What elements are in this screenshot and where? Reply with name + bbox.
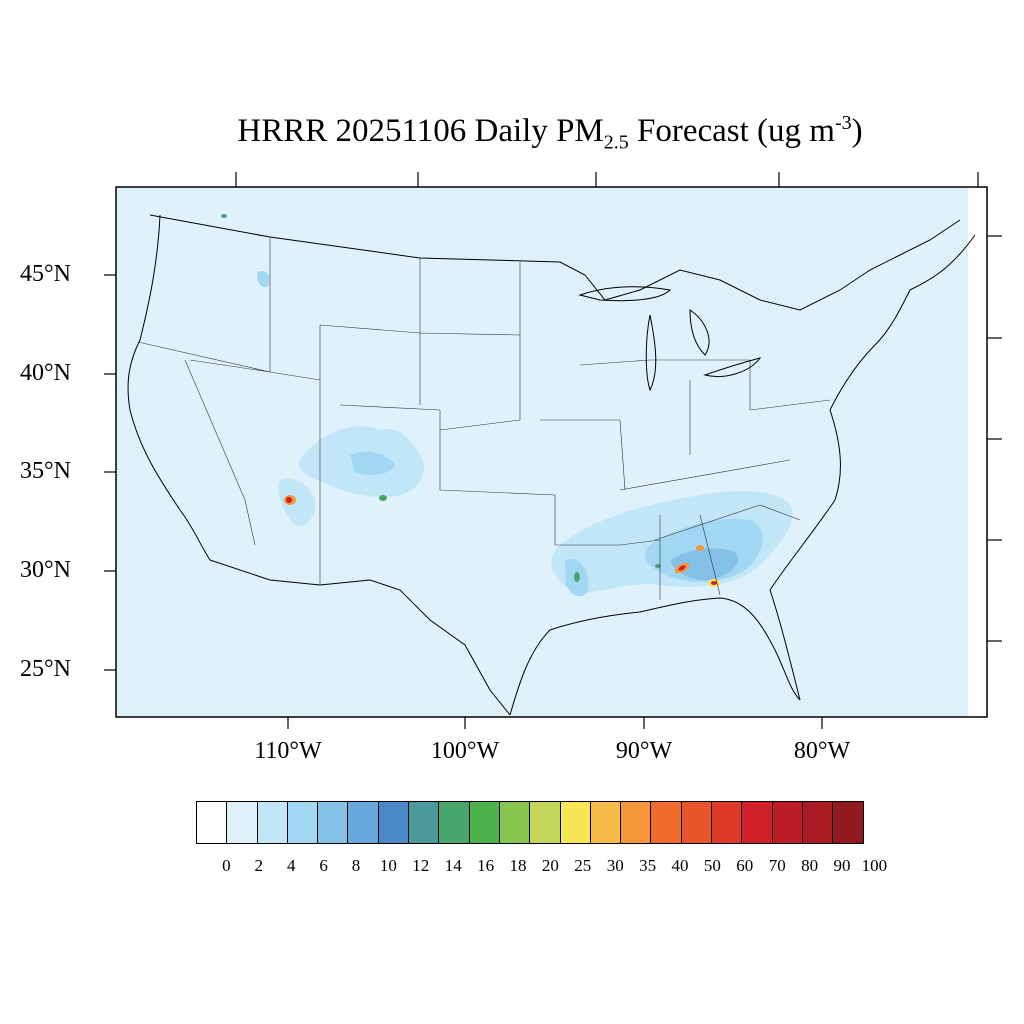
colorbar-tick-label: 18	[509, 856, 527, 875]
colorbar-box	[377, 801, 410, 844]
alabama-hotspot-2	[696, 545, 704, 551]
mississippi-hotspot-2	[655, 564, 661, 568]
colorbar-box	[286, 801, 319, 844]
colorbar-tick-label: 12	[412, 856, 430, 875]
chart-title: HRRR 20251106 Daily PM2.5 Forecast (ug m…	[237, 112, 863, 154]
colorbar-tick-label: 4	[286, 856, 296, 875]
washington-hotspot	[221, 214, 227, 218]
colorbar-box	[589, 801, 622, 844]
colorbar-box	[438, 801, 470, 844]
colorbar-tick-label: 100	[861, 856, 888, 875]
colorbar-tick-label: 35	[639, 856, 657, 875]
colorbar-box	[559, 801, 591, 844]
colorbar-box	[226, 801, 258, 844]
colorbar-box	[347, 801, 379, 844]
louisiana-hotspot	[574, 572, 580, 582]
colorbar-tick-label: 10	[379, 856, 397, 875]
boundaries	[127, 214, 976, 716]
lon-label-100: 100°W	[430, 738, 500, 764]
colorbar-box	[317, 801, 349, 844]
arizona-plume	[278, 478, 316, 526]
east-coast	[769, 234, 976, 701]
colorbar-tick-label: 16	[477, 856, 495, 875]
colorbar-tick-label: 80	[801, 856, 819, 875]
colorado-plume-core	[350, 451, 395, 476]
colorbar-box	[741, 801, 773, 844]
lat-label-30: 30°N	[20, 557, 71, 583]
colorbar-box	[620, 801, 652, 844]
southeast-plume-inner	[670, 548, 739, 581]
colorbar-box	[680, 801, 713, 844]
idaho-patch	[257, 270, 270, 288]
colorbar-box	[529, 801, 561, 844]
us-canada-border	[149, 214, 961, 311]
colorbar-box	[196, 801, 228, 844]
colorbar-box	[468, 801, 500, 844]
colorbar-box	[408, 801, 440, 844]
colorbar-box	[256, 801, 288, 844]
colorbar-tick-label: 25	[574, 856, 592, 875]
colorbar-box	[650, 801, 682, 844]
colorbar-tick-label: 40	[671, 856, 689, 875]
lon-label-90: 90°W	[615, 738, 673, 764]
colorbar-tick-label: 60	[736, 856, 754, 875]
lake-erie	[703, 357, 762, 377]
colorbar-tick-label: 0	[222, 856, 231, 875]
map-plot-area	[116, 187, 987, 717]
alabama-hotspot-core	[711, 581, 717, 585]
map-frame	[115, 186, 988, 718]
lat-label-45: 45°N	[20, 261, 71, 287]
lat-label-35: 35°N	[20, 458, 71, 484]
colorbar-tick-label: 90	[833, 856, 851, 875]
colorbar-tick-label: 30	[606, 856, 624, 875]
colorbar-tick-label: 70	[768, 856, 786, 875]
colorbar-tick-label: 20	[541, 856, 559, 875]
colorbar-box	[832, 801, 864, 844]
colorbar	[196, 801, 864, 844]
lon-label-80: 80°W	[793, 738, 851, 764]
west-coast	[127, 214, 211, 561]
mississippi-hotspot-core	[678, 565, 686, 571]
domain-edge-strip	[968, 187, 987, 717]
lon-label-110: 110°W	[254, 738, 322, 764]
colorbar-tick-label: 50	[703, 856, 721, 875]
colorbar-box	[771, 801, 803, 844]
concentration-shading	[221, 214, 793, 597]
colorbar-tick-label: 6	[319, 856, 328, 875]
colorbar-box	[498, 801, 531, 844]
lake-michigan	[645, 314, 657, 392]
arizona-hotspot-core	[286, 497, 292, 503]
lake-superior	[578, 286, 672, 302]
colorbar-box	[711, 801, 743, 844]
gulf-coast	[509, 597, 801, 716]
colorbar-tick-label: 2	[254, 856, 264, 875]
tick-marks	[104, 172, 1002, 729]
lat-label-25: 25°N	[20, 656, 71, 682]
state-lines	[137, 237, 831, 600]
colorbar-box	[801, 801, 834, 844]
new-mexico-hotspot	[379, 495, 387, 501]
lat-label-40: 40°N	[20, 360, 71, 386]
colorbar-tick-label: 8	[351, 856, 361, 875]
us-mexico-border	[209, 559, 511, 716]
colorbar-tick-label: 14	[444, 856, 462, 875]
lake-huron	[689, 309, 710, 356]
